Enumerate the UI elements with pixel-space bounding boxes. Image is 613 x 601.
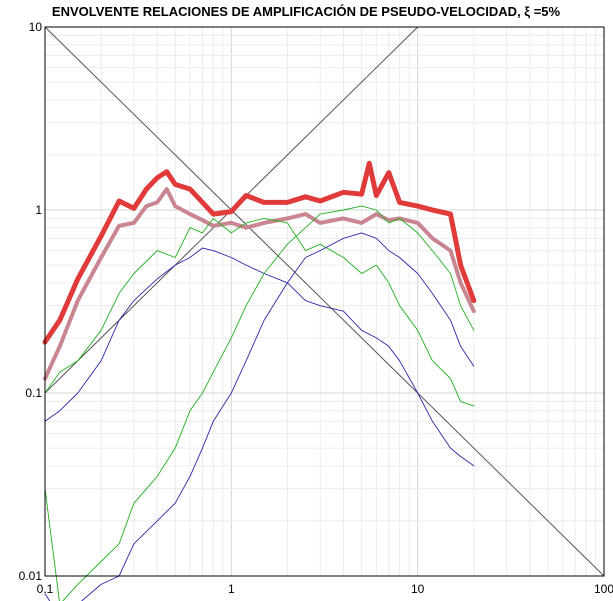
x-tick-labels: 0.1 1 10 100 xyxy=(37,582,613,596)
series-line-blue-high-t xyxy=(44,232,475,601)
x-tick-label: 10 xyxy=(411,582,425,596)
plot-frame xyxy=(44,26,605,577)
y-tick-labels: 0.01 0.1 1 10 xyxy=(19,20,43,583)
x-tick-label: 100 xyxy=(594,582,613,596)
data-series xyxy=(42,160,477,601)
series-line-ref-down xyxy=(44,26,605,577)
series-line-green-low-t xyxy=(44,217,475,407)
reference-lines xyxy=(44,26,605,577)
y-tick-label: 10 xyxy=(29,20,43,34)
chart-title: ENVOLVENTE RELACIONES DE AMPLIFICACIÓN D… xyxy=(52,4,561,19)
grid-lines xyxy=(44,27,604,577)
series-line-env-lower xyxy=(43,187,476,381)
x-tick-label: 0.1 xyxy=(37,582,54,596)
series-line-env-upper xyxy=(42,160,477,345)
y-tick-label: 0.01 xyxy=(19,569,43,583)
y-tick-label: 0.1 xyxy=(25,386,42,400)
series-line-green-high-t xyxy=(44,205,475,601)
y-tick-label: 1 xyxy=(35,203,42,217)
x-tick-label: 1 xyxy=(228,582,235,596)
